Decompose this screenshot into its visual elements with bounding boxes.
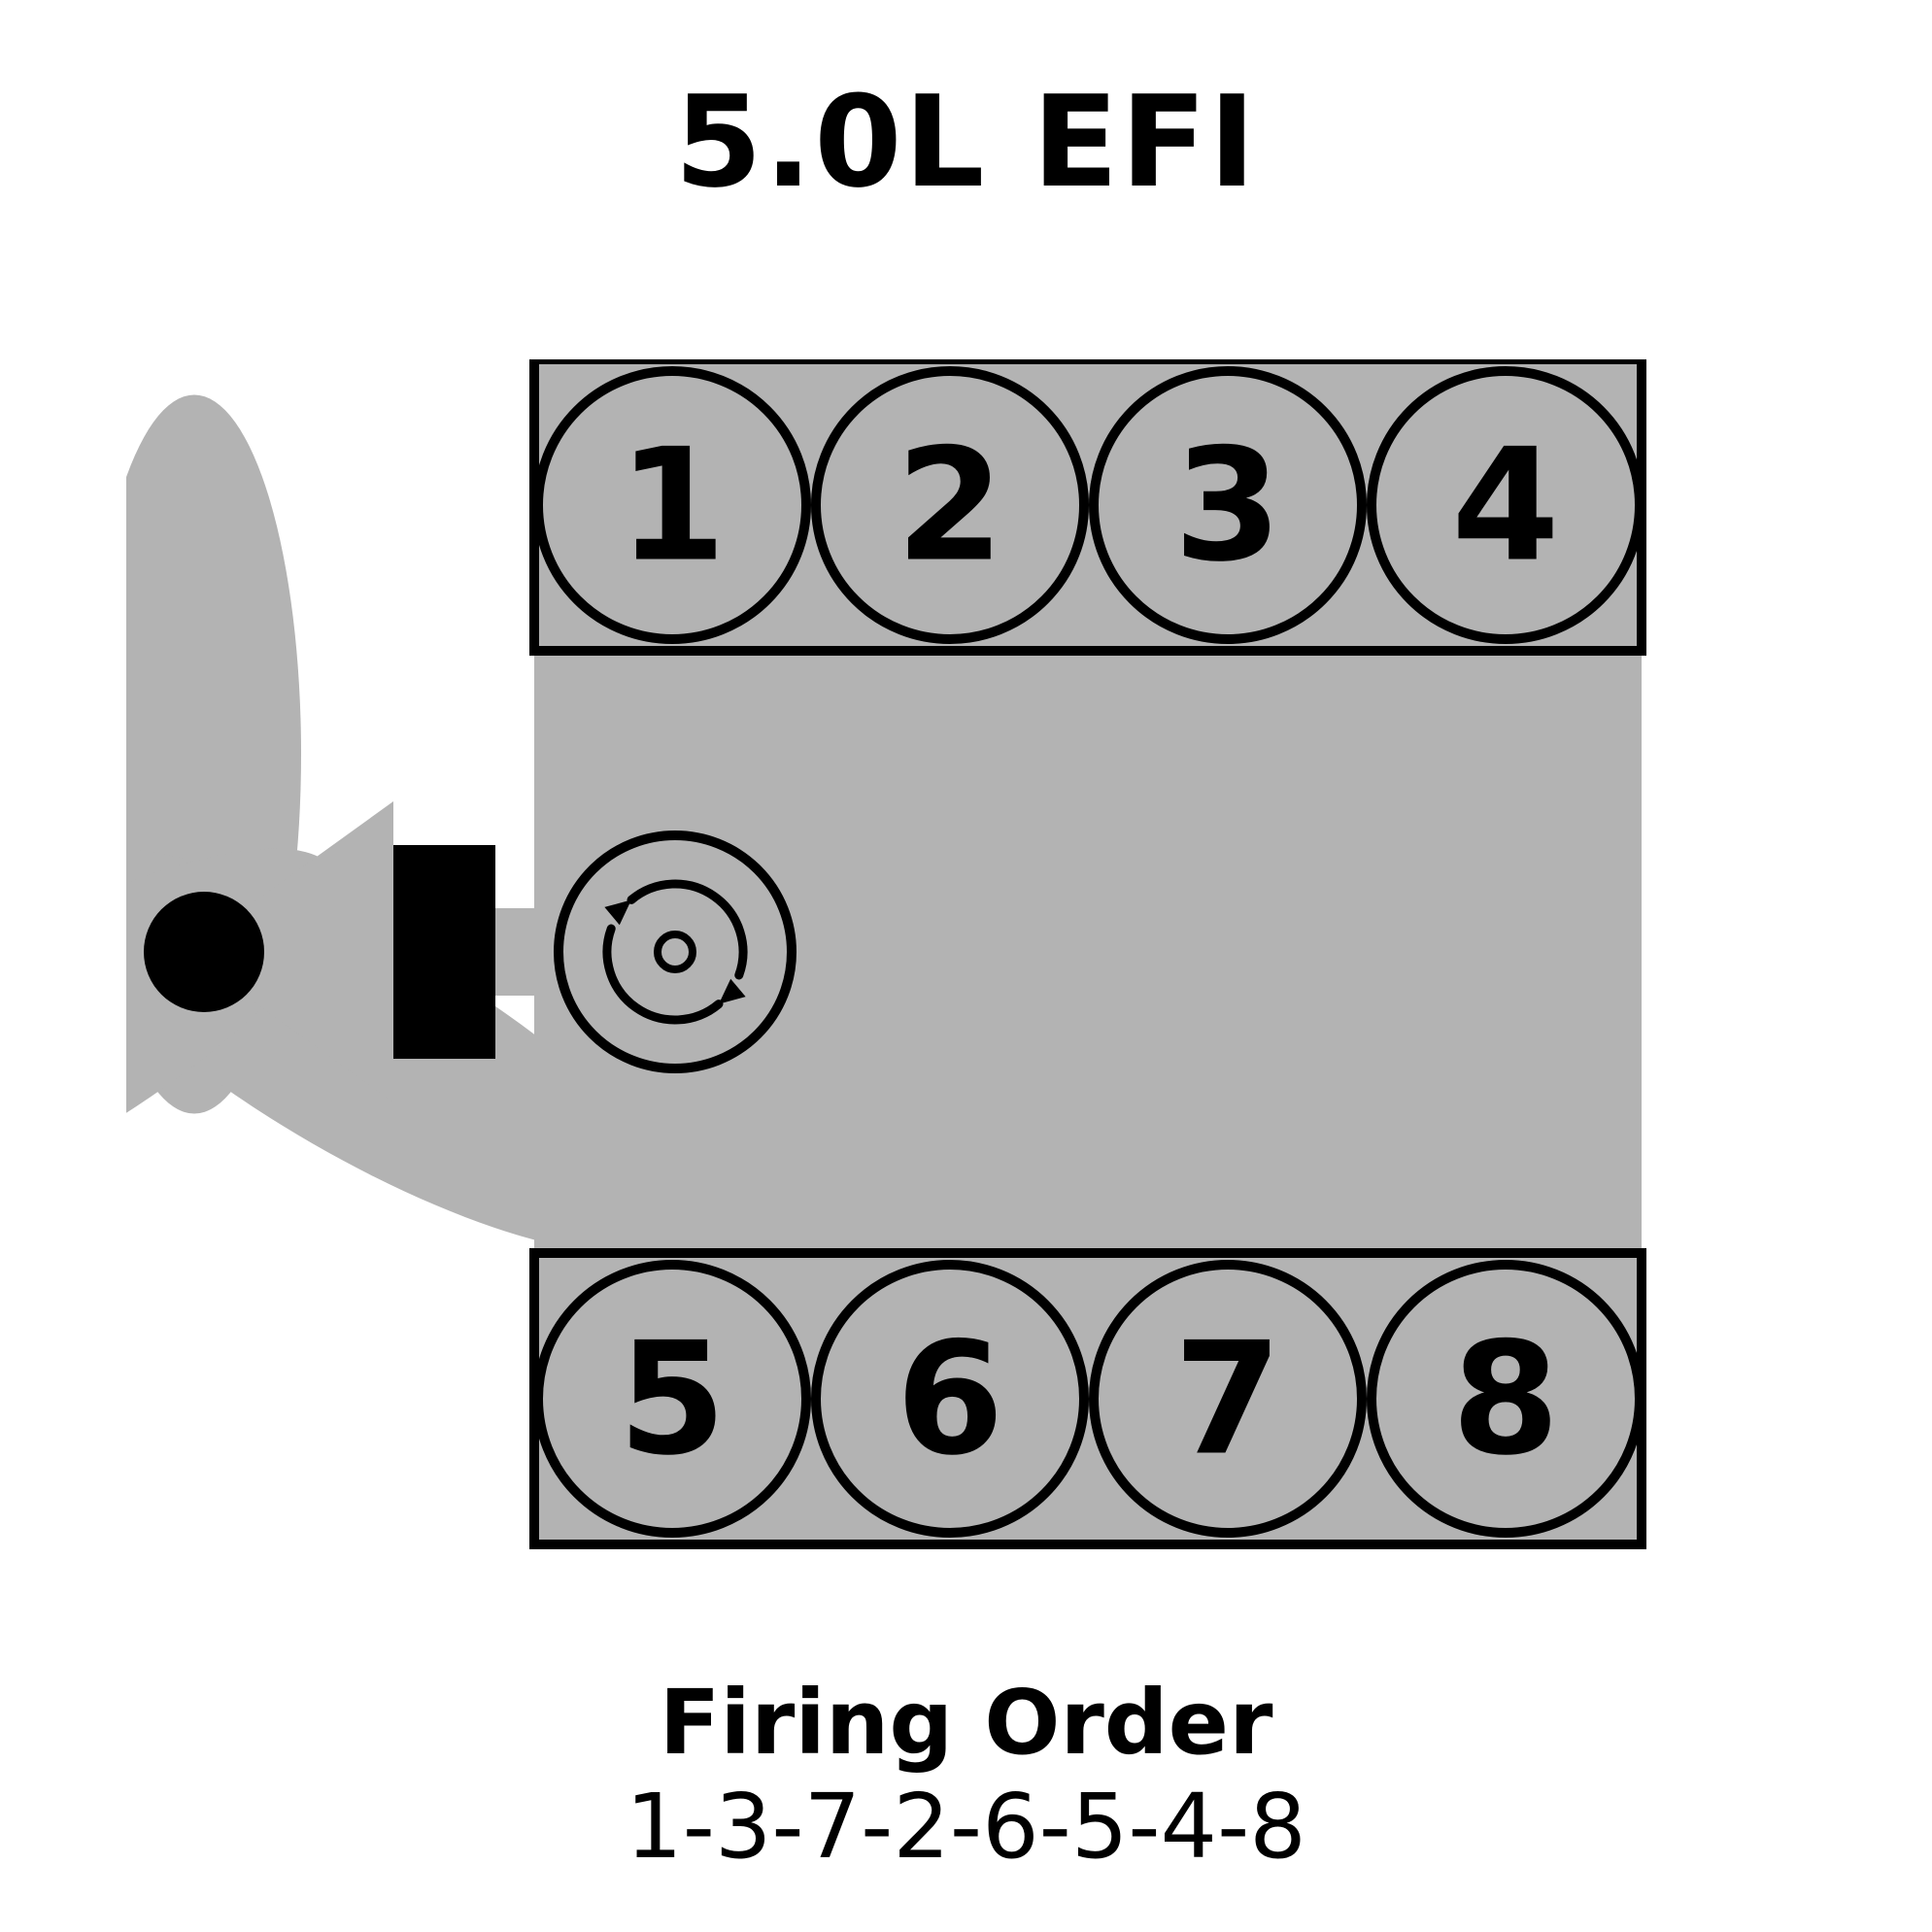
firing-order-label: Firing Order bbox=[0, 1671, 1932, 1775]
firing-order-caption: Firing Order 1-3-7-2-6-5-4-8 bbox=[0, 1671, 1932, 1879]
cylinder-5: 5 bbox=[618, 1308, 726, 1490]
engine-block: 1234 5678 bbox=[126, 359, 1680, 1583]
firing-order-sequence: 1-3-7-2-6-5-4-8 bbox=[0, 1775, 1932, 1879]
engine-diagram: 1234 5678 bbox=[126, 359, 1680, 1583]
cylinder-4: 4 bbox=[1451, 415, 1559, 596]
cylinder-7: 7 bbox=[1173, 1308, 1281, 1490]
cylinder-6: 6 bbox=[896, 1308, 1003, 1490]
diagram-container: 5.0L EFI 1234 5678 Firing Order 1-3-7-2-6… bbox=[0, 0, 1932, 1932]
cylinder-1: 1 bbox=[618, 415, 726, 596]
cylinder-8: 8 bbox=[1451, 1308, 1559, 1490]
cylinder-2: 2 bbox=[896, 415, 1003, 596]
cylinder-3: 3 bbox=[1173, 415, 1281, 596]
page-title: 5.0L EFI bbox=[0, 68, 1932, 216]
